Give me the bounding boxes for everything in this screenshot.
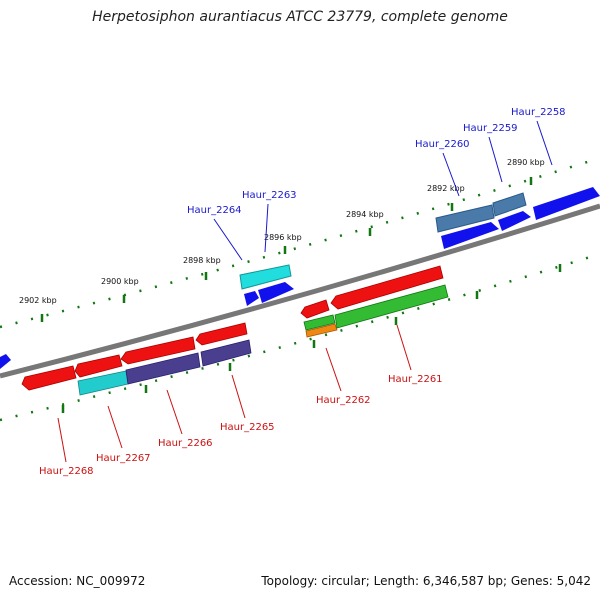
lower-major-ticks: [61, 264, 562, 413]
gene-haur-2261[interactable]: [330, 265, 444, 310]
gene-haur-2264[interactable]: [239, 264, 292, 290]
label-haur-2259: Haur_2259: [463, 123, 518, 134]
gene-red[interactable]: [120, 336, 196, 365]
gene-haur-2266[interactable]: [125, 352, 201, 385]
label-haur-2261: Haur_2261: [388, 374, 443, 385]
upper-tick-track: [0, 156, 600, 329]
gene-red[interactable]: [195, 322, 248, 346]
label-haur-2264: Haur_2264: [187, 205, 242, 216]
scale-label: 2894 kbp: [346, 210, 384, 219]
label-haur-2265: Haur_2265: [220, 422, 275, 433]
gene-green-long[interactable]: [334, 284, 449, 329]
label-haur-2262: Haur_2262: [316, 395, 371, 406]
topology-text: Topology: circular; Length: 6,346,587 bp…: [261, 574, 591, 588]
gene-arrow-blue[interactable]: [244, 291, 259, 306]
scale-label: 2892 kbp: [427, 184, 465, 193]
label-haur-2266: Haur_2266: [158, 438, 213, 449]
scale-label: 2900 kbp: [101, 277, 139, 286]
gene-orange[interactable]: [305, 323, 338, 338]
scale-label: 2896 kbp: [264, 233, 302, 242]
gene-arrow-blue[interactable]: [258, 282, 294, 303]
bottom-leader-lines: [57, 324, 412, 463]
gene-haur-2268[interactable]: [21, 365, 77, 391]
label-haur-2260: Haur_2260: [415, 139, 470, 150]
label-haur-2267: Haur_2267: [96, 453, 151, 464]
accession-text: Accession: NC_009972: [9, 574, 146, 588]
gene-haur-2262[interactable]: [300, 299, 330, 319]
scale-label: 2890 kbp: [507, 158, 545, 167]
scale-label: 2898 kbp: [183, 256, 221, 265]
scale-label: 2902 kbp: [19, 296, 57, 305]
genome-title: Herpetosiphon aurantiacus ATCC 23779, co…: [92, 9, 508, 25]
gene-arrow-blue[interactable]: [441, 222, 499, 249]
top-leader-lines: [213, 120, 553, 261]
gene-haur-2259[interactable]: [492, 192, 527, 217]
gene-haur-2260[interactable]: [435, 204, 495, 233]
upper-major-ticks: [40, 177, 533, 322]
gene-arrow-blue[interactable]: [0, 354, 11, 369]
lower-tick-track: [0, 252, 600, 422]
label-haur-2268: Haur_2268: [39, 466, 94, 477]
gene-arrow-blue[interactable]: [498, 211, 531, 231]
gene-haur-2265[interactable]: [200, 339, 252, 367]
label-haur-2263: Haur_2263: [242, 190, 297, 201]
gene-haur-2258[interactable]: [533, 187, 600, 220]
label-haur-2258: Haur_2258: [511, 107, 566, 118]
gene-green[interactable]: [303, 314, 336, 331]
genome-backbone: [0, 203, 600, 379]
gene-red[interactable]: [74, 354, 123, 378]
